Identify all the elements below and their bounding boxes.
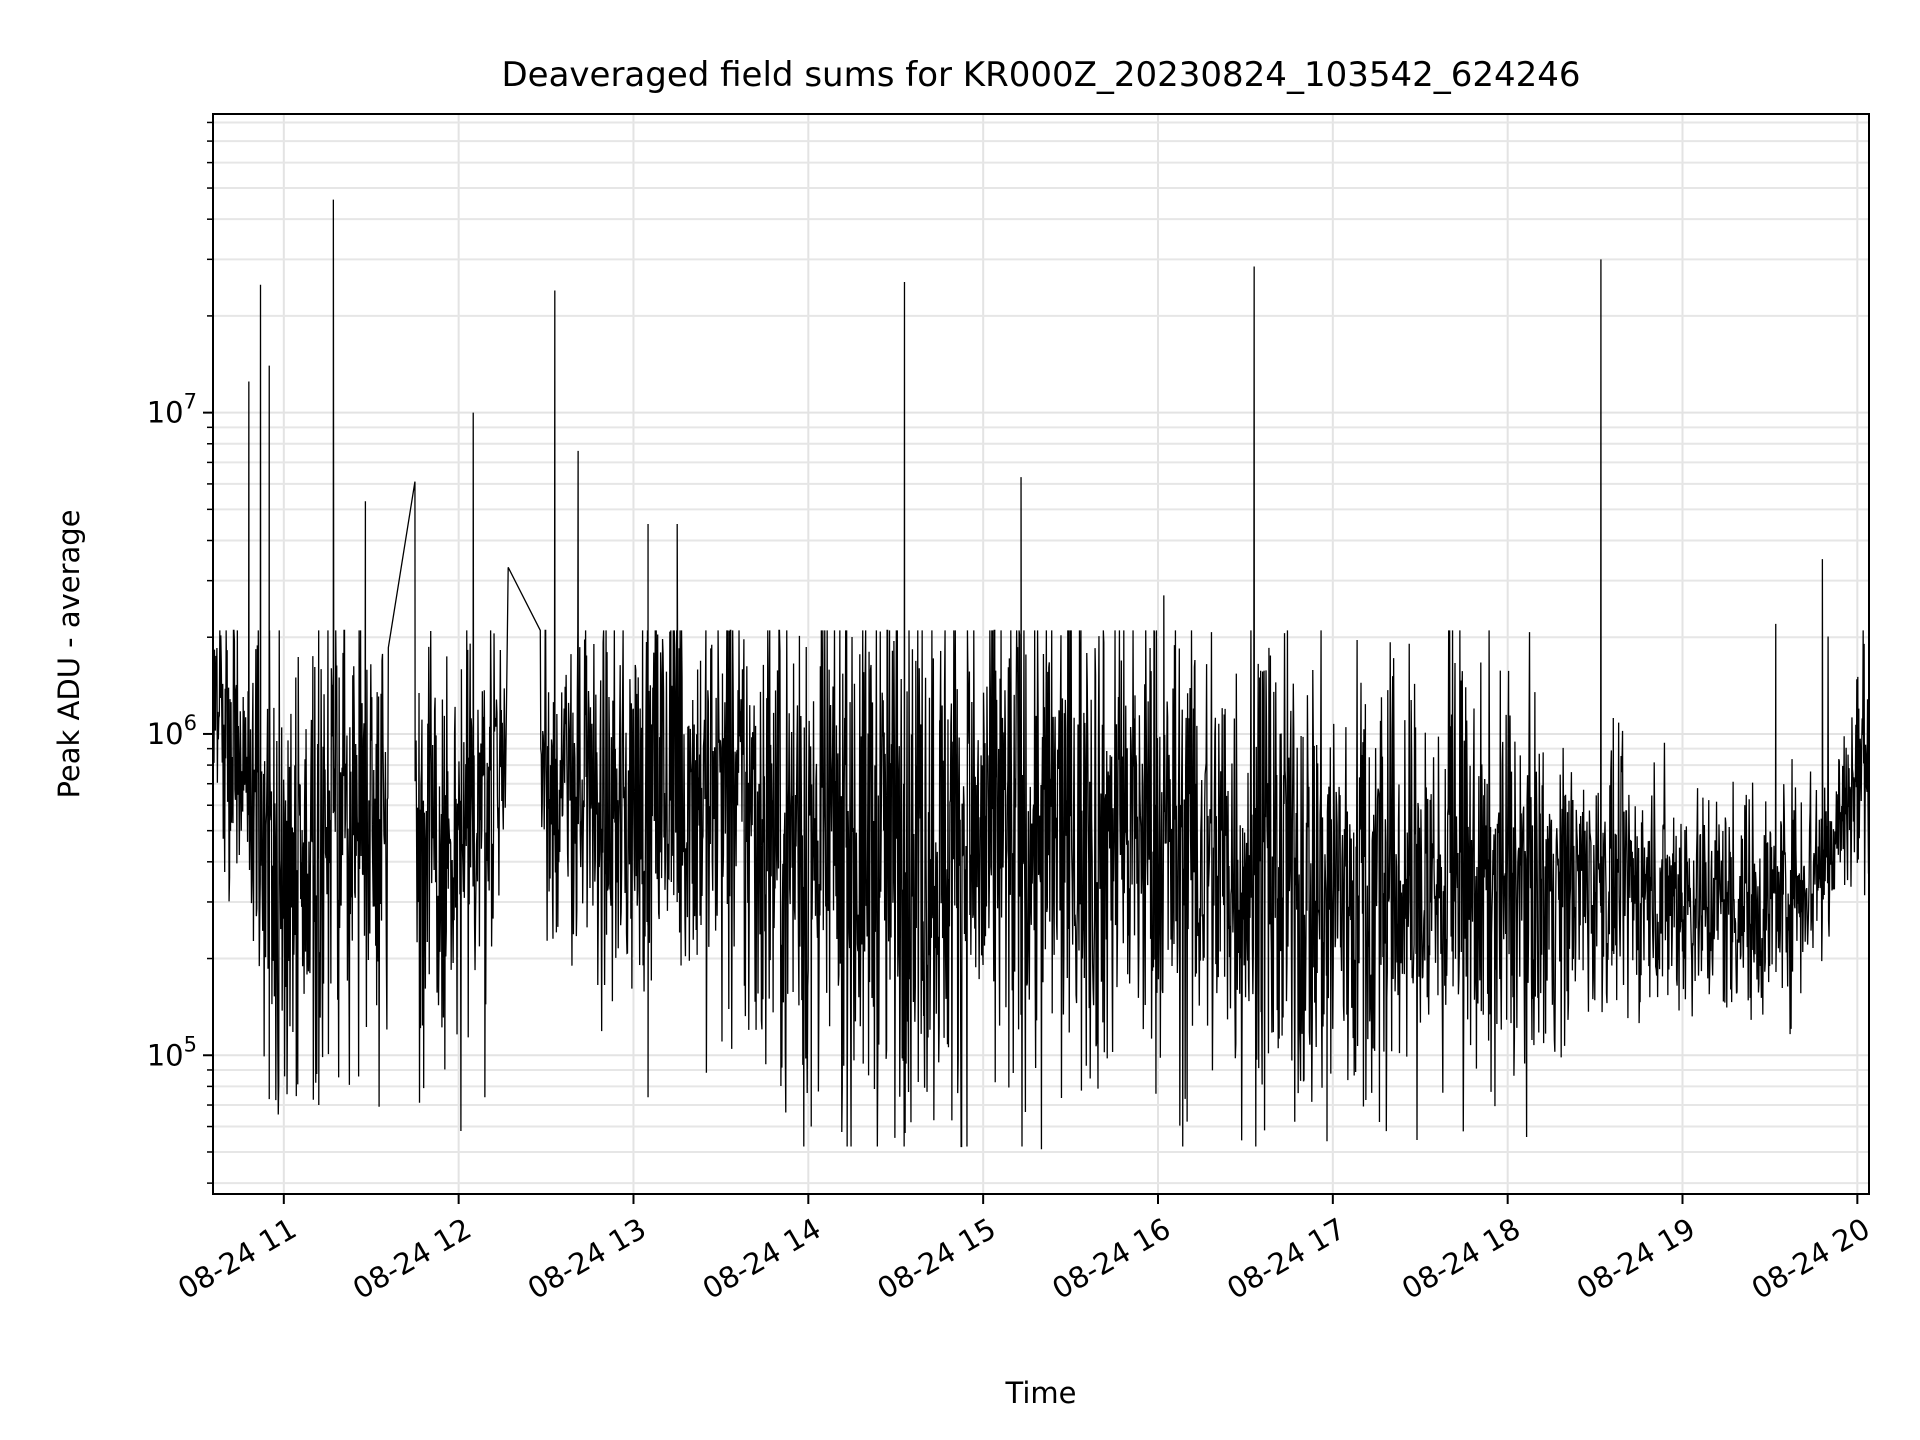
chart-title: Deaveraged field sums for KR000Z_2023082… (501, 55, 1580, 95)
y-tick-label: 105 (147, 1032, 197, 1072)
series-layer (212, 199, 1870, 1150)
x-axis-label: Time (1005, 1376, 1077, 1410)
y-tick-label: 106 (147, 711, 197, 751)
y-tick-labels: 105 106 107 (147, 390, 197, 1073)
axis-ticks (203, 121, 1859, 1204)
y-tick-label: 107 (147, 390, 197, 430)
series-line (212, 199, 1870, 1150)
y-axis-label: Peak ADU - average (52, 509, 86, 798)
plot-frame (212, 113, 1870, 1195)
